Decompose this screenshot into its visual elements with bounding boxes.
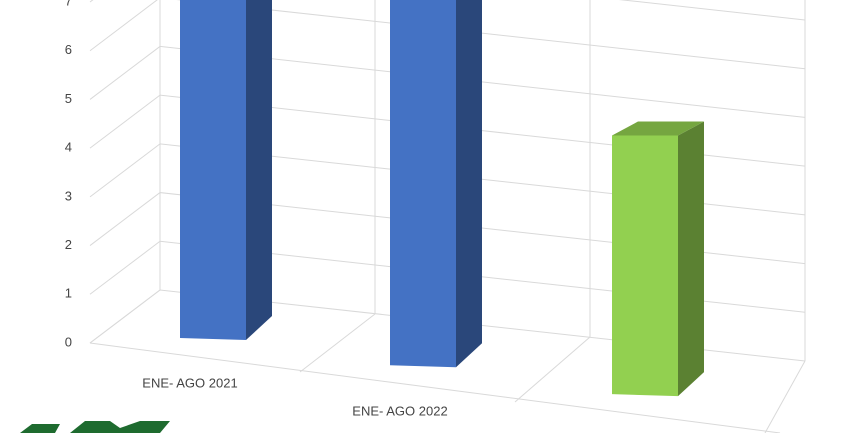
- grid-line: [89, 0, 806, 70]
- bar: [180, 0, 272, 340]
- y-tick-label: 7: [65, 0, 72, 8]
- grid-line: [89, 192, 806, 265]
- bar-front: [612, 135, 678, 397]
- y-tick-label: 2: [65, 237, 72, 252]
- grid-line: [89, 240, 806, 313]
- bar-side: [678, 121, 704, 397]
- x-tick-label: ENE- AGO 2022: [352, 403, 447, 418]
- grid-line: [89, 289, 806, 362]
- bar-side: [456, 0, 482, 368]
- bar: [390, 0, 482, 368]
- bar-side: [246, 0, 272, 340]
- bar-front: [180, 0, 246, 340]
- y-tick-label: 0: [65, 334, 72, 349]
- logo-fragment: [20, 421, 170, 433]
- grid-line: [89, 94, 806, 167]
- bar-front: [390, 0, 456, 368]
- bar: [612, 121, 704, 397]
- y-tick-label: 6: [65, 42, 72, 57]
- y-tick-label: 5: [65, 91, 72, 106]
- x-tick-label: ENE- AGO 2021: [142, 375, 237, 390]
- y-tick-label: 4: [65, 140, 72, 155]
- floor: [89, 0, 806, 433]
- y-tick-label: 3: [65, 188, 72, 203]
- grid-line: [89, 45, 806, 118]
- grid-line: [89, 143, 806, 216]
- bar-top: [612, 121, 704, 136]
- y-tick-label: 1: [65, 286, 72, 301]
